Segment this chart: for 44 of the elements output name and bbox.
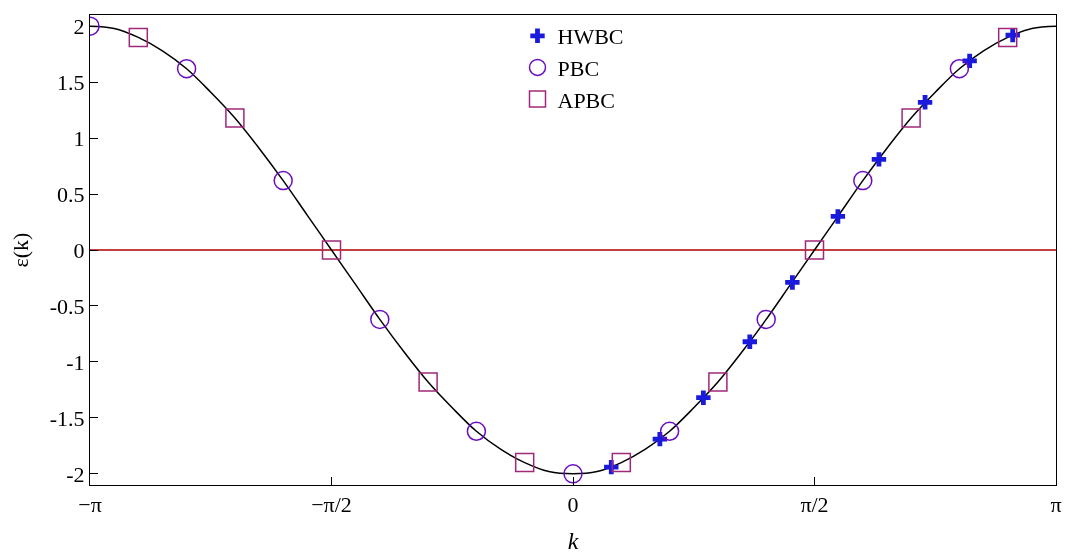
point xyxy=(176,58,197,79)
point xyxy=(273,170,293,191)
y-tick-label: 0.5 xyxy=(57,181,85,207)
y-tick-label: 2 xyxy=(73,13,85,39)
x-tick-label: π xyxy=(1050,492,1062,518)
point xyxy=(785,275,800,290)
point xyxy=(418,372,438,392)
y-tick-label: -1.5 xyxy=(49,405,85,431)
point xyxy=(917,95,933,110)
y-tick-label: 1.5 xyxy=(57,69,85,95)
point xyxy=(742,334,757,349)
y-tick-label: 0 xyxy=(73,237,85,263)
x-tick-label: π/2 xyxy=(800,492,829,518)
point xyxy=(804,240,825,260)
legend-label: APBC xyxy=(557,87,615,113)
point xyxy=(659,421,680,442)
y-tick-label: -0.5 xyxy=(49,293,85,319)
x-tick-label: −π/2 xyxy=(311,492,352,518)
point xyxy=(563,464,583,484)
point xyxy=(466,421,487,442)
point xyxy=(871,152,887,167)
y-tick-label: -1 xyxy=(66,349,85,375)
y-axis-title: ε(k) xyxy=(7,232,33,268)
point xyxy=(949,58,970,79)
y-tick-label: 1 xyxy=(73,125,85,151)
point xyxy=(514,452,535,473)
y-tick-label: -2 xyxy=(66,461,85,487)
point xyxy=(708,372,728,392)
point xyxy=(370,309,390,330)
point xyxy=(853,170,873,191)
point xyxy=(611,452,632,473)
point xyxy=(321,240,342,260)
point xyxy=(830,209,846,224)
point xyxy=(997,27,1018,48)
x-axis-title: k xyxy=(567,527,579,554)
point xyxy=(696,390,711,405)
legend-label: HWBC xyxy=(557,24,624,50)
x-tick-label: 0 xyxy=(567,492,579,518)
point xyxy=(128,27,149,48)
point xyxy=(901,108,921,128)
x-tick-label: −π xyxy=(78,492,102,518)
legend-label: PBC xyxy=(557,55,600,81)
point xyxy=(225,108,245,128)
point xyxy=(756,309,776,330)
